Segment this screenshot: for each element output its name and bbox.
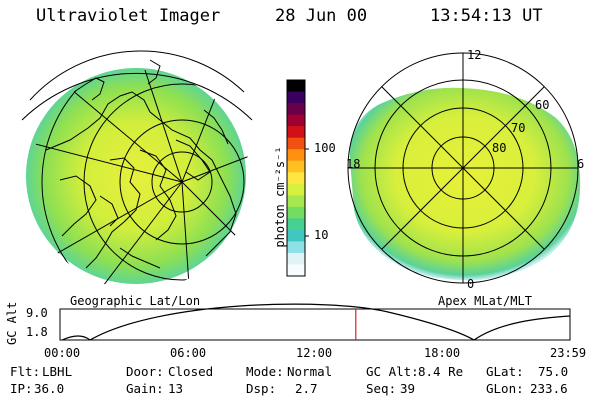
info-flt-label: Flt: (10, 364, 41, 379)
time-tick-1200: 12:00 (296, 346, 333, 360)
geographic-panel (21, 50, 253, 290)
colorbar-segment (287, 195, 305, 208)
colorbar-frame (286, 79, 306, 277)
info-dsp-label: Dsp: (246, 381, 277, 396)
geo-coastlines (45, 59, 237, 269)
altitude-frame (59, 308, 571, 341)
colorbar-segment (287, 264, 305, 277)
info-door-value: Closed (168, 364, 214, 379)
mlt-label-18: 18 (346, 157, 361, 171)
colorbar-segment (287, 241, 305, 254)
info-gcalt-value: 8.4 Re (418, 364, 464, 379)
lat-label-70: 70 (511, 121, 526, 135)
altitude-curve (61, 303, 571, 341)
info-gain-value: 13 (168, 381, 184, 396)
geographic-label: Geographic Lat/Lon (70, 294, 201, 308)
info-glat-value: 75.0 (538, 364, 569, 379)
colorbar-segment (287, 137, 305, 150)
colorbar-segment (287, 149, 305, 162)
colorbar-segment (287, 126, 305, 139)
info-ip-value: 36.0 (34, 381, 65, 396)
colorbar-segment (287, 183, 305, 196)
instrument-title: Ultraviolet Imager (36, 6, 221, 26)
geo-limb-arc (29, 50, 245, 101)
colorbar-tick-10: 10 (314, 228, 329, 242)
mlt-label-6: 6 (577, 157, 585, 171)
date-label: 28 Jun 00 (275, 6, 368, 26)
colorbar-segment (287, 103, 305, 116)
colorbar-segment (287, 160, 305, 173)
info-seq-label: Seq: (366, 381, 397, 396)
info-gcalt-label: GC Alt: (366, 364, 419, 379)
altitude-tick-high: 9.0 (26, 306, 48, 320)
info-ip-label: IP: (10, 381, 33, 396)
colorbar-segment (287, 91, 305, 104)
info-glat-label: GLat: (486, 364, 524, 379)
colorbar-segment (287, 114, 305, 127)
info-gain-label: Gain: (126, 381, 164, 396)
colorbar-segment (287, 218, 305, 231)
time-label: 13:54:13 UT (430, 6, 543, 26)
time-tick-2359: 23:59 (550, 346, 587, 360)
info-mode-label: Mode: (246, 364, 284, 379)
colorbar-segment (287, 206, 305, 219)
altitude-strip (59, 303, 571, 341)
geo-limb-arc (21, 72, 253, 121)
colorbar-segment (287, 229, 305, 243)
mlt-label-0: 0 (467, 277, 475, 291)
colorbar-segment (287, 252, 305, 266)
apex-panel (347, 52, 581, 284)
colorbar-tick-100: 100 (314, 141, 336, 155)
colorbar-segment (287, 80, 305, 93)
altitude-axis-label: GC Alt (5, 301, 19, 345)
lat-label-80: 80 (492, 141, 507, 155)
colorbar-segment (287, 172, 305, 185)
info-flt-value: LBHL (42, 364, 73, 379)
mlt-label-12: 12 (467, 48, 482, 62)
info-dsp-value: 2.7 (295, 381, 318, 396)
info-glon-label: GLon: (486, 381, 524, 396)
geo-emission-disk (26, 68, 246, 284)
time-tick-0000: 00:00 (44, 346, 81, 360)
lat-label-60: 60 (535, 98, 550, 112)
info-seq-value: 39 (400, 381, 416, 396)
colorbar (286, 79, 309, 277)
time-tick-0600: 06:00 (170, 346, 207, 360)
info-door-label: Door: (126, 364, 164, 379)
time-tick-1800: 18:00 (424, 346, 461, 360)
info-glon-value: 233.6 (530, 381, 568, 396)
apex-grid (347, 52, 579, 284)
apex-label: Apex MLat/MLT (438, 294, 532, 308)
colorbar-unit-label: photon cm⁻²s⁻¹ (273, 146, 287, 248)
info-mode-value: Normal (287, 364, 333, 379)
altitude-tick-low: 1.8 (26, 325, 48, 339)
